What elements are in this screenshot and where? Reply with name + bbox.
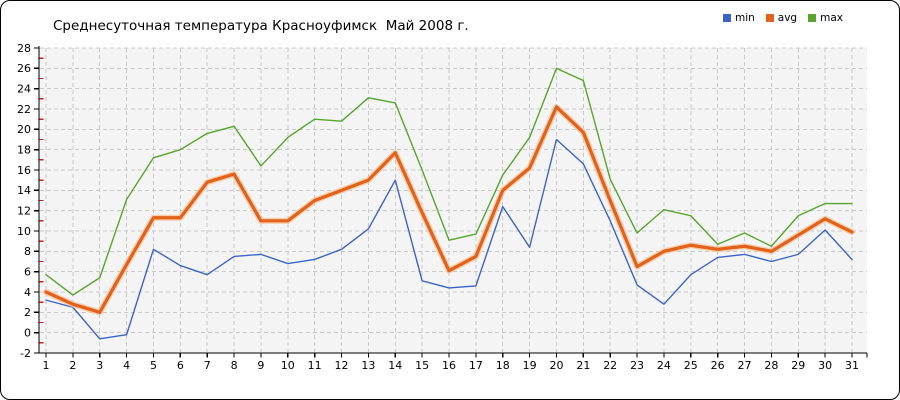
y-tick-label: 10 xyxy=(17,225,31,238)
x-tick-label: 30 xyxy=(818,359,832,372)
y-tick-label: 20 xyxy=(17,123,31,136)
x-tick-label: 17 xyxy=(469,359,483,372)
x-tick-label: 5 xyxy=(150,359,157,372)
x-tick-label: 29 xyxy=(791,359,805,372)
legend-label-avg: avg xyxy=(777,12,798,24)
x-tick-label: 21 xyxy=(576,359,590,372)
x-tick-label: 13 xyxy=(361,359,375,372)
x-tick-label: 26 xyxy=(711,359,725,372)
axes xyxy=(38,46,867,354)
x-tick-label: 27 xyxy=(738,359,752,372)
x-tick-label: 22 xyxy=(603,359,617,372)
x-tick-label: 4 xyxy=(123,359,130,372)
y-minor-ticks xyxy=(39,57,44,344)
y-tick-label: 28 xyxy=(17,42,31,55)
x-tick-label: 8 xyxy=(231,359,238,372)
legend-label-max: max xyxy=(820,12,843,24)
x-tick-label: 15 xyxy=(415,359,429,372)
y-tick-label: 14 xyxy=(17,184,31,197)
y-tick-label: 26 xyxy=(17,62,31,75)
y-tick-label: 16 xyxy=(17,164,31,177)
x-tick-labels: 1 2 3 4 5 6 7 8 9 10 11 12 13 14 15 16 17 18 19 20 21 22 23 24 2… xyxy=(43,359,860,372)
x-tick-label: 9 xyxy=(257,359,264,372)
x-tick-label: 14 xyxy=(388,359,402,372)
y-tick-label: 2 xyxy=(24,306,31,319)
legend-item-min: min xyxy=(722,12,755,24)
y-tick-label: 0 xyxy=(24,326,31,339)
x-tick-label: 1 xyxy=(43,359,50,372)
x-tick-label: 3 xyxy=(96,359,103,372)
x-tick-label: 2 xyxy=(69,359,76,372)
min-series-swatch xyxy=(722,14,731,23)
y-tick-label: 12 xyxy=(17,204,31,217)
x-tick-label: 31 xyxy=(845,359,859,372)
y-tick-label: 6 xyxy=(24,265,31,278)
chart-title: Среднесуточная температура Красноуфимск … xyxy=(53,18,469,34)
legend: min avg max xyxy=(722,12,843,24)
series-lines xyxy=(43,67,855,340)
y-ticks xyxy=(34,47,39,354)
x-tick-label: 7 xyxy=(204,359,211,372)
y-tick-label: -2 xyxy=(20,347,31,360)
avg-series-line xyxy=(44,105,854,314)
legend-item-max: max xyxy=(808,13,843,24)
y-gridlines xyxy=(40,47,867,334)
x-tick-label: 18 xyxy=(496,359,510,372)
x-tick-label: 24 xyxy=(657,359,671,372)
avg-series-swatch xyxy=(765,14,774,23)
x-tick-label: 28 xyxy=(764,359,778,372)
x-tick-label: 11 xyxy=(308,359,322,372)
y-tick-label: 18 xyxy=(17,143,31,156)
min-series-line xyxy=(45,138,853,340)
y-tick-label: 24 xyxy=(17,82,31,95)
plot-background xyxy=(39,48,867,353)
x-tick-label: 12 xyxy=(335,359,349,372)
y-tick-label: 8 xyxy=(24,245,31,258)
max-series-swatch xyxy=(808,14,817,23)
x-tick-label: 6 xyxy=(177,359,184,372)
x-tick-label: 16 xyxy=(442,359,456,372)
x-ticks xyxy=(45,353,868,358)
max-series-line xyxy=(45,67,853,296)
x-tick-label: 20 xyxy=(549,359,563,372)
legend-item-avg: avg xyxy=(765,12,798,24)
legend-label-min: min xyxy=(734,12,755,24)
x-tick-label: 25 xyxy=(684,359,698,372)
x-tick-label: 10 xyxy=(281,359,295,372)
y-tick-label: 4 xyxy=(24,286,31,299)
y-tick-label: 22 xyxy=(17,103,31,116)
x-tick-label: 19 xyxy=(523,359,537,372)
x-tick-label: 23 xyxy=(630,359,644,372)
